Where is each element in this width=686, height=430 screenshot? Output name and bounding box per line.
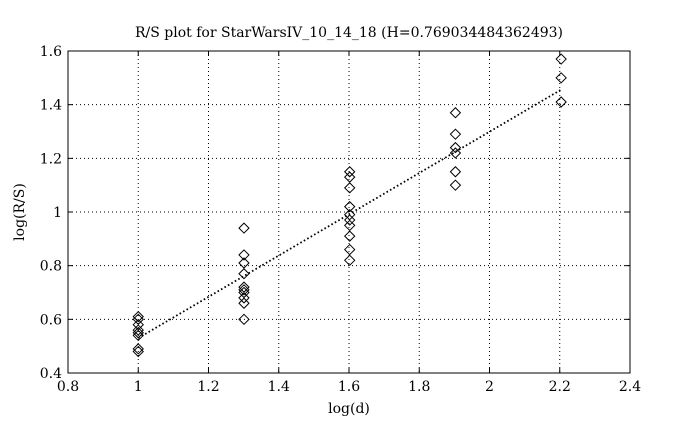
- data-point-diamond: [449, 166, 462, 178]
- data-point-diamond: [238, 286, 250, 299]
- data-point-diamond: [132, 329, 144, 342]
- data-point-diamond: [343, 208, 356, 221]
- data-point-diamond: [132, 324, 144, 336]
- x-tick-label: 0.8: [57, 379, 79, 395]
- data-point-diamond: [238, 313, 250, 326]
- y-tick-label: 0.6: [40, 312, 62, 328]
- fit-line-group: [137, 88, 562, 339]
- data-point-diamond: [555, 96, 567, 108]
- data-point-diamond: [238, 249, 250, 261]
- x-tick-label: 1: [134, 379, 143, 395]
- y-tick-label: 1.6: [40, 44, 62, 60]
- y-tick-label: 1.2: [40, 151, 62, 167]
- y-tick-label: 0.8: [40, 259, 62, 275]
- data-point-diamond: [238, 292, 250, 304]
- chart-title: R/S plot for StarWarsIV_10_14_18 (H=0.76…: [135, 25, 563, 41]
- y-tick-label: 0.4: [40, 366, 62, 382]
- data-point-diamond: [238, 257, 250, 269]
- data-point-diamond: [555, 72, 567, 84]
- data-point-diamond: [238, 281, 250, 293]
- data-point-diamond: [343, 230, 356, 242]
- data-point-diamond: [343, 200, 356, 213]
- x-tick-label: 2.2: [549, 379, 571, 395]
- y-tick-label: 1.4: [40, 98, 62, 114]
- data-point-diamond: [343, 219, 356, 232]
- data-point-diamond: [238, 222, 250, 234]
- data-point-diamond: [132, 345, 144, 358]
- x-tick-label: 2: [485, 379, 494, 395]
- x-axis-label: log(d): [328, 401, 370, 417]
- x-tick-label: 1.4: [268, 379, 290, 395]
- x-tick-labels: 0.8 1 1.2 1.4 1.6 1.8 2 2.2 2.4: [57, 379, 641, 395]
- x-tick-label: 1.8: [408, 379, 430, 395]
- y-axis-label: log(R/S): [12, 183, 28, 241]
- x-tick-label: 1.2: [197, 379, 219, 395]
- data-point-diamond: [132, 327, 144, 339]
- data-point-diamond: [238, 268, 250, 280]
- data-point-diamond: [449, 128, 462, 140]
- data-point-diamond: [343, 182, 356, 194]
- data-points: [132, 53, 567, 358]
- data-point-diamond: [132, 310, 144, 323]
- y-tick-labels: 0.4 0.6 0.8 1 1.2 1.4 1.6: [40, 44, 62, 382]
- data-point-diamond: [449, 141, 462, 154]
- data-point-diamond: [132, 343, 144, 355]
- y-tick-label: 1: [53, 205, 62, 221]
- axis-ticks: [67, 50, 631, 374]
- data-point-diamond: [132, 313, 144, 326]
- data-point-diamond: [449, 107, 462, 119]
- data-point-diamond: [449, 179, 462, 191]
- data-point-diamond: [343, 243, 356, 256]
- data-point-diamond: [555, 53, 567, 65]
- data-point-diamond: [343, 171, 356, 183]
- data-point-diamond: [449, 147, 462, 159]
- data-point-diamond: [238, 284, 250, 296]
- x-tick-label: 2.4: [619, 379, 641, 395]
- fit-line: [137, 88, 562, 339]
- data-point-diamond: [343, 214, 356, 226]
- data-point-diamond: [132, 318, 144, 331]
- x-tick-label: 1.6: [338, 379, 360, 395]
- data-point-diamond: [343, 166, 356, 178]
- data-point-diamond: [238, 297, 250, 309]
- data-point-diamond: [343, 254, 356, 267]
